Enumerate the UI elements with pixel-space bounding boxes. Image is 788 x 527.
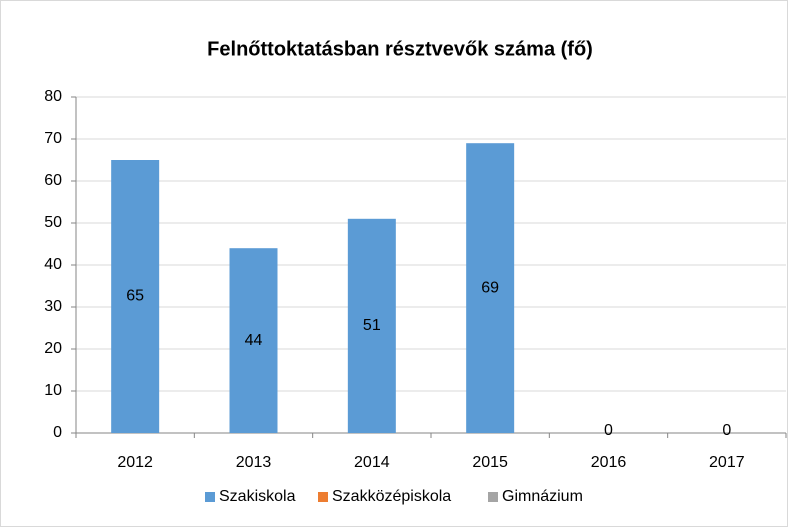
bar bbox=[347, 218, 396, 433]
data-label: 44 bbox=[245, 332, 263, 349]
bar bbox=[229, 248, 278, 433]
chart-title: Felnőttoktatásban résztvevők száma (fő) bbox=[207, 38, 593, 60]
y-tick-label: 50 bbox=[44, 214, 62, 231]
legend-label: Gimnázium bbox=[502, 488, 583, 505]
bar bbox=[111, 160, 160, 433]
legend-swatch bbox=[205, 492, 215, 502]
legend-label: Szakközépiskola bbox=[332, 488, 451, 505]
data-label: 69 bbox=[481, 279, 499, 296]
x-tick-label: 2016 bbox=[591, 454, 627, 471]
y-tick-label: 30 bbox=[44, 298, 62, 315]
x-tick-label: 2017 bbox=[709, 454, 745, 471]
y-tick-label: 40 bbox=[44, 256, 62, 273]
y-tick-label: 10 bbox=[44, 382, 62, 399]
legend-swatch bbox=[318, 492, 328, 502]
y-tick-label: 70 bbox=[44, 130, 62, 147]
data-label: 51 bbox=[363, 317, 381, 334]
bar bbox=[466, 143, 515, 433]
x-tick-label: 2015 bbox=[472, 454, 508, 471]
x-tick-label: 2014 bbox=[354, 454, 390, 471]
y-tick-label: 80 bbox=[44, 88, 62, 105]
x-tick-label: 2013 bbox=[236, 454, 272, 471]
legend-label: Szakiskola bbox=[219, 488, 296, 505]
x-tick-label: 2012 bbox=[117, 454, 153, 471]
y-tick-label: 60 bbox=[44, 172, 62, 189]
data-label: 0 bbox=[722, 422, 731, 439]
y-tick-label: 0 bbox=[53, 424, 62, 441]
legend-swatch bbox=[488, 492, 498, 502]
data-label: 65 bbox=[126, 288, 144, 305]
data-label: 0 bbox=[604, 422, 613, 439]
y-tick-label: 20 bbox=[44, 340, 62, 357]
